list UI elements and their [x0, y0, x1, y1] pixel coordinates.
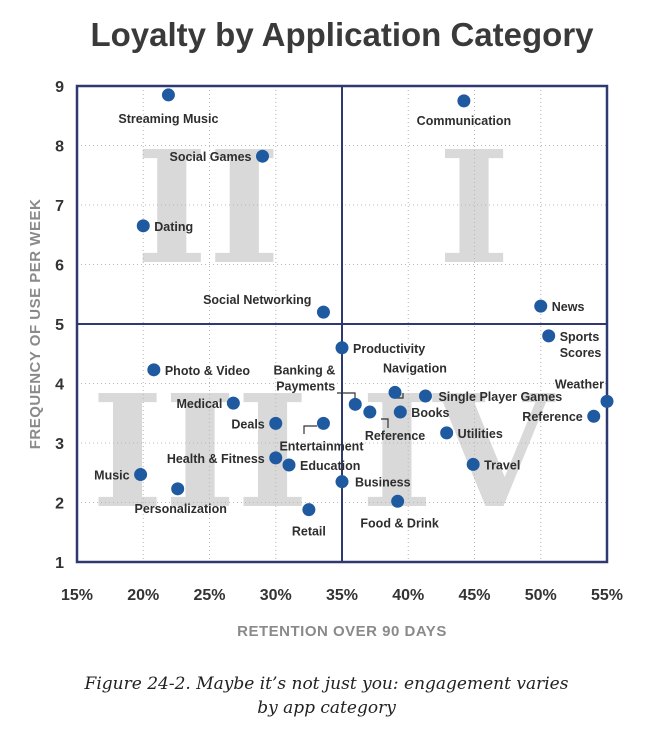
data-point: [466, 457, 480, 471]
quadrant-label-1: I: [438, 116, 511, 299]
data-label-line: Payments: [276, 379, 335, 393]
data-label: Weather: [555, 377, 604, 391]
data-point: [316, 305, 330, 319]
data-label: Travel: [484, 458, 520, 472]
data-point: [391, 494, 405, 508]
data-point: [256, 149, 269, 163]
leader-line-entertainment: [303, 425, 317, 434]
y-tick-label: 2: [55, 496, 64, 513]
y-tick-label: 3: [55, 436, 64, 453]
data-point: [457, 94, 471, 108]
data-point: [335, 341, 349, 355]
x-tick-label: 40%: [392, 587, 424, 604]
y-tick-label: 4: [55, 377, 64, 394]
chart-title: Loyalty by Application Category: [90, 16, 594, 53]
data-label: Entertainment: [279, 439, 364, 453]
data-point: [587, 409, 601, 423]
data-point: [363, 405, 377, 419]
data-point: [393, 405, 407, 419]
data-labels: Streaming Music Communication Social Games…: [94, 112, 604, 539]
data-label: Productivity: [353, 342, 425, 356]
data-point: [542, 329, 556, 343]
y-axis-ticks: 1 2 3 4 5 6 7 8 9: [55, 79, 64, 572]
data-label-line: Sports: [560, 330, 600, 344]
data-label-line: Banking &: [273, 363, 335, 377]
x-tick-label: 25%: [193, 587, 225, 604]
data-point: [302, 503, 316, 517]
data-point: [316, 416, 330, 430]
data-label: Reference: [522, 410, 582, 424]
data-label: Reference: [365, 429, 425, 443]
data-label: Communication: [417, 114, 511, 128]
data-point: [226, 396, 240, 410]
figure-caption-line-1: Figure 24-2. Maybe it’s not just you: en…: [84, 674, 569, 694]
x-tick-label: 35%: [326, 587, 358, 604]
data-point: [335, 475, 349, 489]
data-point: [147, 363, 161, 377]
x-tick-label: 45%: [458, 587, 490, 604]
data-label: Medical: [176, 397, 222, 411]
data-point: [136, 219, 150, 233]
y-tick-label: 1: [55, 555, 64, 572]
data-point: [269, 451, 283, 465]
data-label: Retail: [292, 525, 326, 539]
data-label: Social Games: [170, 150, 252, 164]
data-label: Photo & Video: [165, 364, 251, 378]
x-axis-label: RETENTION OVER 90 DAYS: [237, 623, 447, 640]
figure-caption-line-2: by app category: [257, 698, 396, 718]
data-point: [171, 482, 185, 496]
data-label: Sports Scores: [560, 330, 602, 360]
data-point: [269, 416, 283, 430]
data-label: Food & Drink: [360, 516, 439, 530]
data-point: [418, 389, 432, 403]
data-label: News: [552, 300, 585, 314]
y-axis-label: FREQUENCY OF USE PER WEEK: [27, 199, 44, 450]
data-label: Business: [355, 476, 411, 490]
data-label: Personalization: [135, 502, 227, 516]
data-point: [134, 468, 148, 482]
data-label: Education: [300, 459, 360, 473]
data-point: [348, 397, 362, 411]
leader-line-reference: [381, 418, 389, 428]
data-label-line: Scores: [560, 346, 602, 360]
x-tick-label: 20%: [127, 587, 159, 604]
data-label: Social Networking: [203, 293, 311, 307]
y-tick-label: 5: [55, 317, 64, 334]
data-label: Dating: [154, 220, 193, 234]
data-label: Health & Fitness: [167, 452, 265, 466]
x-tick-label: 50%: [525, 587, 557, 604]
data-label: Streaming Music: [118, 112, 218, 126]
x-tick-label: 15%: [61, 587, 93, 604]
x-axis-ticks: 15% 20% 25% 30% 35% 40% 45% 50% 55%: [61, 587, 623, 604]
data-label: Music: [94, 469, 129, 483]
x-tick-label: 55%: [591, 587, 623, 604]
y-tick-label: 9: [55, 79, 64, 96]
data-label: Banking & Payments: [273, 363, 335, 393]
data-point: [388, 385, 402, 399]
data-point: [161, 88, 175, 102]
data-label: Books: [411, 406, 449, 420]
data-label: Utilities: [458, 427, 503, 441]
x-tick-label: 30%: [260, 587, 292, 604]
data-point: [440, 426, 454, 440]
quadrant-label-3: III: [91, 360, 309, 543]
data-label: Navigation: [383, 361, 447, 375]
data-label: Deals: [231, 417, 264, 431]
y-tick-label: 8: [55, 139, 64, 156]
quadrant-label-2: II: [135, 116, 280, 299]
data-points: [134, 88, 614, 517]
data-point: [600, 394, 614, 408]
y-tick-label: 7: [55, 198, 64, 215]
data-point: [282, 458, 296, 472]
data-point: [534, 299, 548, 313]
data-label: Single Player Games: [438, 390, 562, 404]
y-tick-label: 6: [55, 258, 64, 275]
